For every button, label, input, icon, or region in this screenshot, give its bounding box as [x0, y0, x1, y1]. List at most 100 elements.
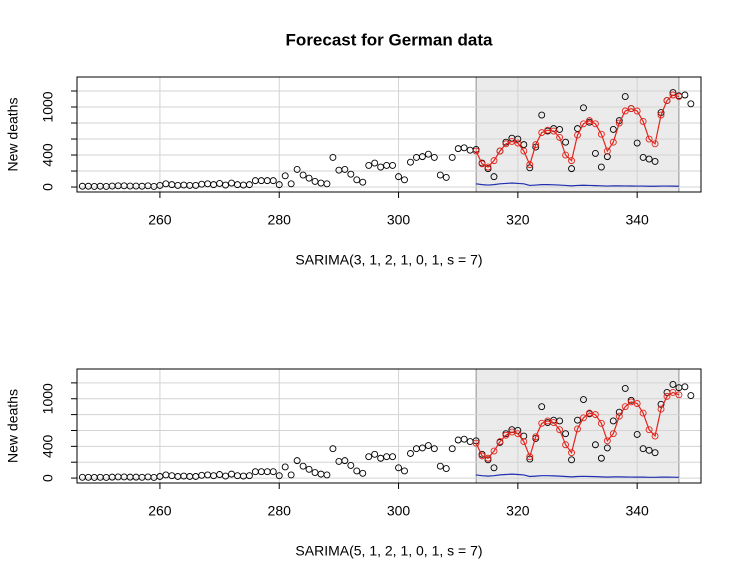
data-point — [144, 182, 152, 190]
data-point — [204, 471, 212, 479]
data-point — [174, 473, 182, 480]
data-point — [251, 468, 259, 476]
data-point — [162, 180, 170, 188]
data-point — [478, 160, 486, 168]
data-point — [621, 107, 629, 115]
data-point — [102, 182, 110, 190]
data-point — [520, 147, 528, 155]
data-point — [603, 147, 611, 155]
data-point — [645, 446, 653, 454]
y-tick-label: 1000 — [40, 91, 56, 122]
data-point — [556, 426, 564, 434]
x-tick-label: 320 — [506, 212, 530, 228]
data-point — [347, 170, 355, 178]
data-point — [389, 453, 397, 461]
data-point — [651, 449, 659, 457]
data-point — [383, 161, 391, 169]
data-point — [663, 97, 671, 105]
data-point — [341, 457, 349, 465]
data-point — [216, 471, 224, 478]
data-point — [538, 419, 546, 427]
data-point — [150, 473, 158, 481]
data-point — [681, 91, 689, 99]
data-point — [359, 469, 367, 477]
data-point — [580, 120, 587, 128]
data-point — [353, 176, 361, 184]
data-point — [597, 130, 605, 138]
data-point — [275, 472, 283, 480]
data-point — [377, 163, 385, 171]
data-point — [204, 180, 212, 188]
data-point — [585, 117, 593, 125]
data-point — [490, 157, 498, 165]
data-point — [591, 120, 599, 128]
x-tick-label: 280 — [268, 503, 292, 519]
data-point — [502, 431, 510, 439]
data-point — [287, 180, 295, 188]
data-point — [538, 129, 546, 137]
data-point — [311, 469, 319, 476]
data-point — [90, 182, 98, 190]
series-line — [475, 391, 680, 459]
data-point — [424, 442, 432, 450]
data-point — [305, 465, 313, 473]
data-point — [96, 473, 104, 481]
data-point — [591, 411, 599, 419]
data-point — [78, 473, 86, 481]
y-tick-label: 0 — [40, 474, 56, 482]
data-point — [430, 153, 438, 161]
data-point — [520, 438, 528, 446]
data-point — [651, 140, 659, 148]
data-point — [389, 161, 397, 169]
data-point — [329, 445, 337, 453]
data-point — [484, 454, 492, 462]
data-point — [198, 471, 206, 479]
data-point — [657, 111, 665, 119]
data-point — [597, 163, 605, 171]
data-point — [323, 180, 331, 188]
data-point — [669, 381, 677, 388]
data-point — [263, 177, 271, 185]
data-point — [365, 453, 373, 461]
data-point — [359, 178, 367, 186]
data-point — [442, 173, 450, 181]
data-point — [192, 473, 200, 480]
x-tick-label: 320 — [506, 503, 530, 519]
series-line — [476, 473, 679, 478]
data-point — [580, 396, 587, 403]
data-point — [645, 135, 653, 143]
x-tick-label: 340 — [625, 503, 649, 519]
data-point — [502, 140, 510, 148]
data-point — [532, 141, 540, 149]
data-point — [657, 400, 665, 408]
data-point — [329, 153, 337, 161]
data-point — [377, 454, 385, 462]
series-line — [476, 182, 679, 187]
data-point — [257, 177, 265, 185]
data-point — [574, 131, 581, 139]
data-point — [293, 165, 301, 173]
x-tick-label: 280 — [268, 212, 292, 228]
data-point — [645, 426, 653, 434]
data-point — [162, 471, 170, 479]
data-point — [472, 439, 480, 447]
data-point — [562, 441, 570, 449]
data-point — [335, 457, 343, 465]
data-point — [371, 159, 379, 167]
data-point — [442, 465, 450, 473]
data-point — [597, 454, 605, 462]
data-point — [293, 457, 301, 465]
data-point — [568, 449, 575, 457]
data-point — [418, 444, 426, 452]
data-point — [633, 139, 641, 147]
data-point — [663, 392, 671, 400]
data-point — [401, 467, 408, 475]
data-point — [281, 463, 289, 471]
data-point — [568, 157, 575, 165]
y-axis-label: New deaths — [5, 389, 21, 463]
data-point — [144, 473, 152, 481]
x-tick-label: 340 — [625, 212, 649, 228]
data-point — [263, 468, 271, 476]
data-point — [621, 403, 629, 411]
data-point — [675, 93, 683, 101]
